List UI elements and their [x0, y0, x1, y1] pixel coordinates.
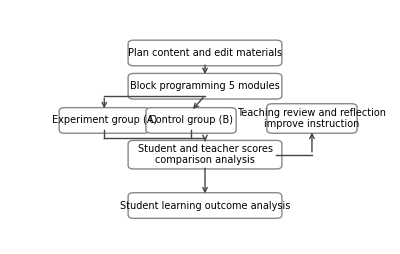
FancyBboxPatch shape [267, 104, 357, 133]
Text: Control group (B): Control group (B) [149, 116, 233, 125]
FancyBboxPatch shape [128, 73, 282, 99]
Text: Teaching review and reflection
improve instruction: Teaching review and reflection improve i… [238, 108, 386, 129]
FancyBboxPatch shape [59, 108, 149, 133]
FancyBboxPatch shape [128, 40, 282, 66]
Text: Student and teacher scores
comparison analysis: Student and teacher scores comparison an… [138, 144, 272, 165]
FancyBboxPatch shape [128, 140, 282, 169]
FancyBboxPatch shape [146, 108, 236, 133]
Text: Student learning outcome analysis: Student learning outcome analysis [120, 200, 290, 211]
Text: Block programming 5 modules: Block programming 5 modules [130, 81, 280, 91]
Text: Experiment group (A): Experiment group (A) [52, 116, 157, 125]
Text: Plan content and edit materials: Plan content and edit materials [128, 48, 282, 58]
FancyBboxPatch shape [128, 193, 282, 218]
